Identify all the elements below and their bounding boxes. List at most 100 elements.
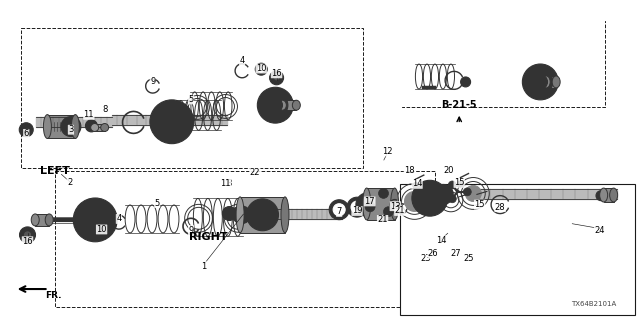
Circle shape (418, 186, 442, 210)
Circle shape (269, 71, 284, 85)
Circle shape (73, 198, 117, 242)
Circle shape (533, 75, 547, 89)
Ellipse shape (363, 188, 371, 220)
Circle shape (268, 98, 282, 112)
Text: 25: 25 (463, 254, 474, 263)
Circle shape (528, 69, 553, 94)
Circle shape (246, 199, 278, 231)
Ellipse shape (281, 197, 289, 233)
Circle shape (263, 93, 288, 118)
Circle shape (465, 186, 481, 201)
Text: FR.: FR. (45, 291, 62, 300)
Text: 10: 10 (97, 225, 107, 234)
Text: 20: 20 (444, 166, 454, 175)
Circle shape (259, 66, 264, 72)
Circle shape (257, 87, 293, 123)
Circle shape (95, 218, 108, 230)
Circle shape (449, 195, 456, 203)
Circle shape (163, 113, 180, 131)
Text: 27: 27 (450, 249, 461, 258)
Circle shape (437, 188, 449, 200)
Bar (402, 21, 605, 108)
Circle shape (86, 211, 104, 229)
Text: LEFT: LEFT (40, 166, 70, 176)
Text: 15: 15 (474, 200, 485, 209)
Bar (604, 188, 614, 202)
Circle shape (412, 180, 448, 216)
Text: 15: 15 (454, 179, 465, 188)
Text: 13: 13 (390, 202, 401, 211)
Text: 9: 9 (150, 77, 156, 86)
Text: 8: 8 (102, 105, 108, 114)
Circle shape (255, 63, 268, 75)
Circle shape (458, 181, 463, 187)
Text: 28: 28 (495, 203, 506, 212)
Bar (47, 115, 76, 139)
Ellipse shape (71, 115, 79, 139)
Circle shape (360, 197, 376, 212)
Circle shape (19, 123, 33, 137)
Circle shape (150, 100, 194, 144)
Text: 16: 16 (271, 69, 282, 78)
Circle shape (444, 186, 449, 192)
Circle shape (273, 74, 280, 82)
Circle shape (61, 116, 81, 137)
Circle shape (222, 206, 236, 220)
Circle shape (433, 184, 453, 204)
Ellipse shape (44, 115, 51, 139)
Ellipse shape (236, 197, 244, 233)
Text: 18: 18 (404, 166, 415, 175)
Bar (402, 21, 605, 108)
Ellipse shape (45, 214, 53, 226)
Bar (367, 188, 395, 220)
Circle shape (22, 126, 30, 134)
Circle shape (329, 200, 349, 220)
Bar (240, 197, 285, 233)
Circle shape (333, 204, 345, 216)
Circle shape (22, 230, 33, 240)
Text: 21: 21 (395, 206, 405, 215)
Text: 9: 9 (188, 226, 194, 235)
Ellipse shape (278, 100, 286, 110)
Text: 23: 23 (420, 254, 431, 263)
Text: 17: 17 (365, 197, 375, 206)
Text: RIGHT: RIGHT (189, 232, 228, 242)
Bar (400, 184, 635, 315)
Circle shape (356, 193, 380, 217)
Bar (282, 100, 296, 110)
Text: 8: 8 (227, 180, 232, 188)
Ellipse shape (292, 100, 300, 110)
Text: 21: 21 (378, 215, 388, 224)
Circle shape (522, 64, 558, 100)
Circle shape (99, 221, 104, 227)
Circle shape (20, 227, 35, 243)
Circle shape (88, 123, 94, 129)
Text: B-21-5: B-21-5 (442, 100, 477, 110)
Circle shape (253, 205, 273, 225)
Ellipse shape (91, 124, 99, 132)
Text: 6: 6 (24, 129, 29, 138)
Ellipse shape (100, 124, 109, 132)
Text: 4: 4 (116, 214, 122, 223)
Ellipse shape (390, 188, 399, 220)
Text: 19: 19 (352, 206, 362, 215)
Text: 11: 11 (84, 110, 94, 119)
Text: 7: 7 (337, 207, 342, 216)
Circle shape (351, 201, 363, 213)
Circle shape (378, 188, 388, 198)
Circle shape (413, 182, 419, 188)
Circle shape (365, 202, 375, 212)
Text: 1: 1 (201, 261, 206, 271)
Text: 2: 2 (67, 179, 72, 188)
Text: TX64B2101A: TX64B2101A (571, 301, 616, 307)
Text: 12: 12 (382, 147, 392, 156)
Circle shape (463, 80, 468, 84)
Ellipse shape (542, 76, 550, 88)
Circle shape (463, 188, 471, 196)
Circle shape (80, 204, 111, 235)
Text: 5: 5 (154, 198, 160, 207)
Circle shape (383, 207, 394, 217)
Ellipse shape (552, 76, 560, 88)
Circle shape (404, 191, 424, 212)
Circle shape (449, 181, 456, 189)
